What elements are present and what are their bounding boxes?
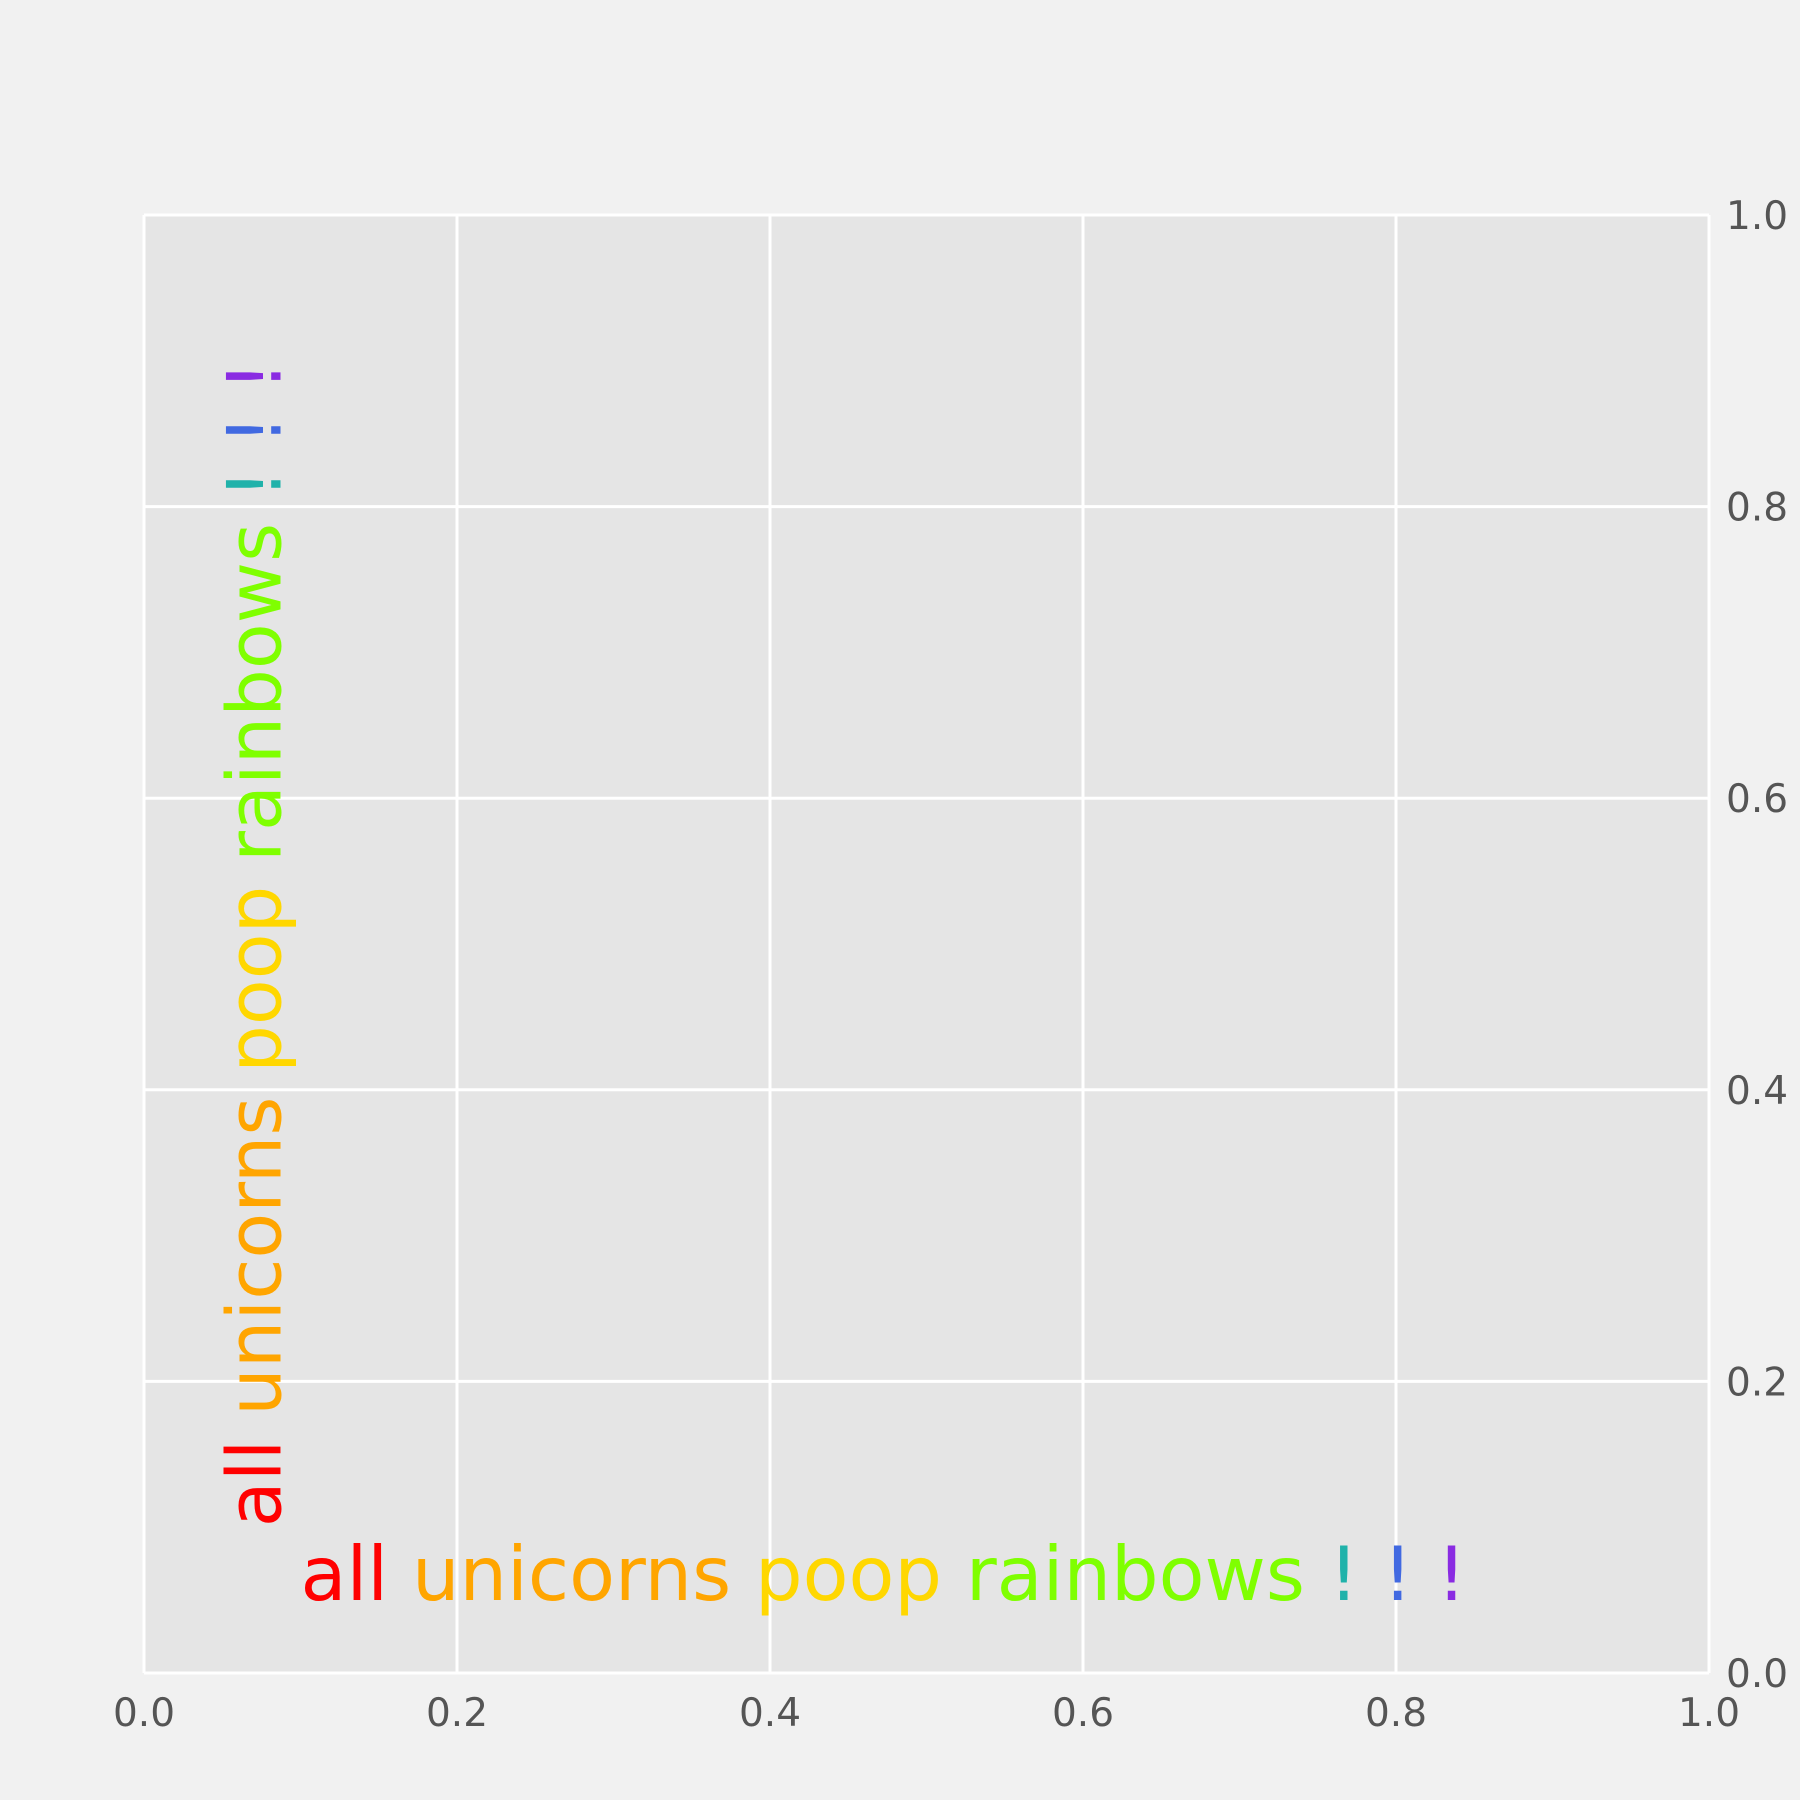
rainbow-word: !: [210, 361, 298, 391]
x-tick-label: 0.8: [1365, 1691, 1427, 1736]
x-axis-tick-labels: 0.0 0.2 0.4 0.6 0.8 1.0: [113, 1691, 1740, 1736]
rainbow-sentence: all unicorns poop rainbows ! ! !: [301, 1530, 1467, 1618]
rainbow-word: rainbows: [966, 1530, 1329, 1618]
x-tick-label: 0.6: [1052, 1691, 1114, 1736]
x-tick-label: 0.2: [426, 1691, 488, 1736]
rainbow-annotations: all unicorns poop rainbows ! ! !all unic…: [210, 361, 1466, 1618]
x-tick-label: 0.4: [739, 1691, 801, 1736]
vertical-rainbow-text: all unicorns poop rainbows ! ! !: [210, 361, 298, 1527]
rainbow-word: all: [301, 1530, 412, 1618]
y-tick-label: 0.8: [1726, 486, 1788, 531]
rainbow-word: all: [210, 1416, 298, 1527]
plot-area: [144, 215, 1709, 1673]
y-axis-tick-labels: 0.0 0.2 0.4 0.6 0.8 1.0: [1726, 194, 1788, 1697]
rainbow-word: !: [1437, 1530, 1467, 1618]
y-tick-label: 0.2: [1726, 1360, 1788, 1405]
x-tick-label: 0.0: [113, 1691, 175, 1736]
rainbow-word: poop: [210, 862, 298, 1073]
rainbow-word: !: [210, 445, 298, 499]
x-tick-label: 1.0: [1678, 1691, 1740, 1736]
rainbow-word: unicorns: [210, 1073, 298, 1416]
rainbow-word: !: [1329, 1530, 1383, 1618]
grid-lines: [142, 213, 1711, 1675]
rainbow-word: unicorns: [412, 1530, 755, 1618]
y-tick-label: 0.4: [1726, 1069, 1788, 1114]
rainbow-word: !: [210, 391, 298, 445]
horizontal-rainbow-text: all unicorns poop rainbows ! ! !: [301, 1530, 1467, 1618]
rainbow-sentence: all unicorns poop rainbows ! ! !: [210, 361, 298, 1527]
y-tick-label: 1.0: [1726, 194, 1788, 239]
rainbow-word: poop: [755, 1530, 966, 1618]
y-tick-label: 0.6: [1726, 777, 1788, 822]
rainbow-word: !: [1383, 1530, 1437, 1618]
rainbow-word: rainbows: [210, 499, 298, 862]
y-tick-label: 0.0: [1726, 1652, 1788, 1697]
